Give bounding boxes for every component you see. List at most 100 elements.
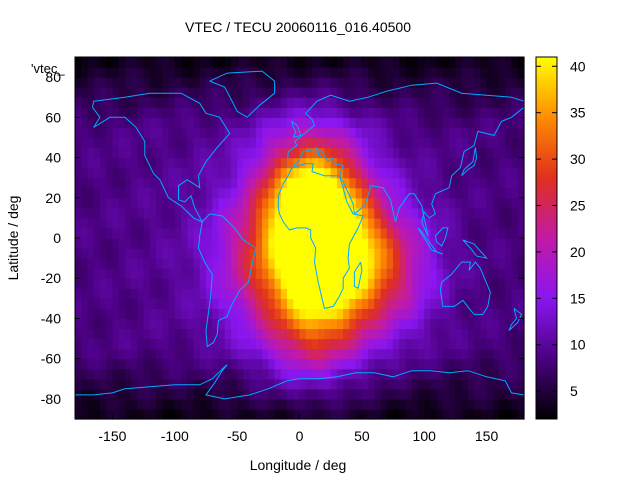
- heatmap-cell: [318, 217, 326, 229]
- heatmap-cell: [262, 248, 269, 259]
- heatmap-cell: [174, 338, 182, 350]
- heatmap-cell: [405, 77, 413, 88]
- heatmap-cell: [218, 147, 226, 159]
- heatmap-cell: [293, 207, 301, 219]
- heatmap-cell: [336, 348, 344, 360]
- heatmap-cell: [124, 278, 132, 289]
- heatmap-cell: [162, 238, 170, 249]
- heatmap-cell: [118, 278, 126, 289]
- heatmap-cell: [318, 248, 326, 259]
- heatmap-cell: [305, 77, 313, 88]
- heatmap-cell: [517, 97, 525, 108]
- heatmap-cell: [318, 358, 326, 370]
- heatmap-cell: [274, 328, 282, 340]
- heatmap-cell: [386, 147, 394, 159]
- heatmap-cell: [299, 77, 307, 88]
- heatmap-cell: [474, 77, 481, 88]
- heatmap-cell: [106, 268, 114, 279]
- heatmap-cell: [274, 338, 282, 350]
- heatmap-cell: [187, 308, 195, 320]
- heatmap-cell: [480, 358, 488, 370]
- heatmap-cell: [355, 97, 363, 108]
- heatmap-cell: [280, 127, 288, 139]
- heatmap-cell: [436, 358, 444, 370]
- heatmap-cell: [112, 388, 120, 400]
- heatmap-cell: [168, 398, 176, 410]
- heatmap-cell: [93, 147, 101, 159]
- heatmap-cell: [361, 167, 369, 179]
- heatmap-cell: [499, 57, 506, 68]
- heatmap-cell: [243, 127, 251, 139]
- heatmap-cell: [499, 328, 506, 340]
- heatmap-cell: [118, 248, 126, 259]
- heatmap-cell: [461, 87, 469, 98]
- heatmap-cell: [461, 408, 469, 420]
- heatmap-cell: [168, 358, 176, 370]
- heatmap-cell: [405, 157, 413, 169]
- heatmap-cell: [349, 238, 357, 249]
- heatmap-cell: [156, 298, 163, 309]
- heatmap-cell: [212, 238, 220, 249]
- heatmap-cell: [143, 67, 151, 78]
- heatmap-cell: [237, 388, 244, 400]
- heatmap-cell: [187, 288, 195, 299]
- heatmap-cell: [174, 137, 182, 149]
- heatmap-cell: [324, 147, 332, 159]
- heatmap-cell: [199, 288, 207, 299]
- heatmap-cell: [499, 97, 506, 108]
- heatmap-cell: [81, 67, 89, 78]
- heatmap-cell: [467, 137, 475, 149]
- heatmap-cell: [511, 147, 519, 159]
- heatmap-cell: [343, 408, 350, 420]
- heatmap-cell: [474, 388, 481, 400]
- heatmap-cell: [368, 348, 375, 360]
- heatmap-cell: [361, 127, 369, 139]
- heatmap-cell: [330, 308, 338, 320]
- heatmap-cell: [417, 368, 425, 380]
- heatmap-cell: [386, 298, 394, 309]
- heatmap-cell: [343, 238, 350, 249]
- heatmap-cell: [343, 217, 350, 229]
- heatmap-cell: [305, 107, 313, 118]
- heatmap-cell: [212, 348, 220, 360]
- heatmap-cell: [131, 77, 138, 88]
- heatmap-cell: [262, 308, 269, 320]
- heatmap-cell: [106, 157, 114, 169]
- heatmap-cell: [99, 197, 107, 209]
- heatmap-cell: [187, 298, 195, 309]
- heatmap-cell: [517, 378, 525, 390]
- heatmap-cell: [205, 217, 213, 229]
- heatmap-cell: [461, 308, 469, 320]
- heatmap-cell: [280, 268, 288, 279]
- heatmap-cell: [424, 398, 432, 410]
- heatmap-cell: [318, 77, 326, 88]
- heatmap-cell: [212, 187, 220, 199]
- heatmap-cell: [474, 97, 481, 108]
- heatmap-cell: [492, 167, 500, 179]
- heatmap-cell: [99, 398, 107, 410]
- heatmap-cell: [511, 197, 519, 209]
- heatmap-cell: [131, 368, 138, 380]
- heatmap-cell: [411, 147, 419, 159]
- heatmap-cell: [287, 227, 294, 239]
- heatmap-cell: [318, 338, 326, 350]
- heatmap-cell: [268, 217, 276, 229]
- heatmap-cell: [374, 87, 382, 98]
- heatmap-cell: [492, 318, 500, 330]
- heatmap-cell: [336, 398, 344, 410]
- heatmap-cell: [430, 167, 438, 179]
- heatmap-cell: [424, 298, 432, 309]
- heatmap-cell: [293, 137, 301, 149]
- heatmap-cell: [461, 238, 469, 249]
- heatmap-cell: [262, 197, 269, 209]
- heatmap-cell: [224, 127, 232, 139]
- heatmap-cell: [399, 67, 407, 78]
- heatmap-cell: [430, 127, 438, 139]
- heatmap-cell: [355, 157, 363, 169]
- heatmap-cell: [87, 268, 95, 279]
- heatmap-cell: [499, 117, 506, 128]
- heatmap-cell: [436, 388, 444, 400]
- heatmap-cell: [243, 238, 251, 249]
- heatmap-cell: [99, 167, 107, 179]
- heatmap-cell: [262, 378, 269, 390]
